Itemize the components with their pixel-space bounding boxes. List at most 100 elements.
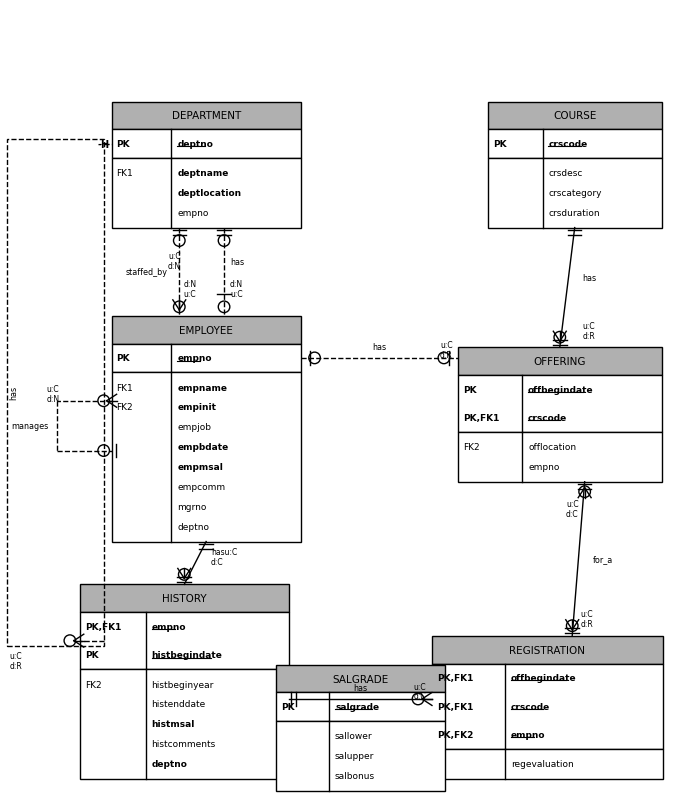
Text: empbdate: empbdate [177,443,228,452]
Text: d:N: d:N [46,395,59,403]
Bar [432,664,663,749]
Text: has: has [230,258,244,267]
Bar [112,344,301,373]
Text: FK1: FK1 [117,383,133,392]
Text: PK: PK [281,703,295,711]
Text: d:N: d:N [168,261,181,270]
Text: -H: -H [97,140,110,149]
Text: crsduration: crsduration [549,209,600,218]
Text: FK1: FK1 [117,169,133,178]
Bar [488,130,662,159]
Text: offbegindate: offbegindate [528,385,593,395]
Text: has: has [372,342,386,351]
Text: u:C: u:C [413,682,426,691]
Text: PK,FK1: PK,FK1 [85,622,121,631]
Bar [112,130,301,159]
Text: u:C: u:C [580,610,593,618]
Text: has: has [9,386,18,399]
Text: u:C: u:C [184,290,196,299]
Text: PK: PK [463,385,476,395]
Text: has: has [582,273,597,282]
Text: sallower: sallower [335,731,373,740]
Text: PK: PK [117,354,130,363]
Text: u:C: u:C [440,341,453,350]
Text: PK: PK [117,140,130,149]
Text: crscategory: crscategory [549,189,602,198]
Text: PK: PK [85,650,99,659]
Text: offbegindate: offbegindate [511,674,576,683]
Text: PK: PK [493,140,506,149]
Bar [458,348,662,375]
Text: deptname: deptname [177,169,228,178]
Text: PK,FK1: PK,FK1 [437,702,473,711]
Text: FK2: FK2 [85,679,101,689]
Text: HISTORY: HISTORY [162,593,206,604]
Text: d:R: d:R [440,351,453,360]
Text: empno: empno [177,209,208,218]
Text: u:C: u:C [582,322,595,330]
Bar [432,749,663,779]
Text: d:C: d:C [413,691,426,701]
Bar [80,613,288,669]
Text: deptno: deptno [152,759,188,768]
Text: empno: empno [511,730,545,739]
Text: empcomm: empcomm [177,483,225,492]
Text: staffed_by: staffed_by [126,268,168,277]
Bar [488,103,662,130]
Text: hasu:C: hasu:C [211,547,237,557]
Bar [80,669,288,779]
Text: d:R: d:R [582,331,595,340]
Text: d:N: d:N [230,280,243,289]
Text: histbeginyear: histbeginyear [152,679,214,689]
Bar [488,159,662,229]
Text: COURSE: COURSE [553,111,596,121]
Text: u:C: u:C [230,290,243,299]
Text: histcomments: histcomments [152,739,216,748]
Bar [112,159,301,229]
Text: salgrade: salgrade [335,703,379,711]
Text: d:R: d:R [9,662,22,670]
Text: d:R: d:R [580,619,593,629]
Text: empjob: empjob [177,423,211,431]
Text: OFFERING: OFFERING [533,357,586,367]
Bar [276,693,445,721]
Text: mgrno: mgrno [177,503,206,512]
Bar [112,317,301,344]
Text: SALGRADE: SALGRADE [332,674,388,683]
Text: for_a: for_a [593,554,613,564]
Bar [458,432,662,482]
Text: deptno: deptno [177,140,213,149]
Text: empno: empno [177,354,212,363]
Text: histbegindate: histbegindate [152,650,222,659]
Text: regevaluation: regevaluation [511,759,573,768]
Text: empname: empname [177,383,227,392]
Text: crscode: crscode [528,414,567,423]
Text: u:C: u:C [168,252,181,261]
Bar [276,665,445,693]
Text: d:N: d:N [184,280,197,289]
Text: PK,FK1: PK,FK1 [437,674,473,683]
Bar [112,373,301,542]
Text: u:C: u:C [9,651,22,660]
Text: u:C: u:C [566,500,579,508]
Bar [112,103,301,130]
Text: empno: empno [152,622,186,631]
Text: deptlocation: deptlocation [177,189,242,198]
Bar [276,721,445,791]
Text: empno: empno [528,463,560,472]
Text: REGISTRATION: REGISTRATION [509,645,585,654]
Text: d:C: d:C [566,509,579,518]
Text: histenddate: histenddate [152,699,206,708]
Text: salbonus: salbonus [335,772,375,780]
Text: deptno: deptno [177,522,209,532]
Text: offlocation: offlocation [528,443,576,452]
Text: d:C: d:C [211,557,224,566]
Text: PK,FK1: PK,FK1 [463,414,499,423]
Text: has: has [353,683,367,692]
Text: u:C: u:C [47,385,59,394]
Bar [7,140,104,646]
Text: crscode: crscode [549,140,588,149]
Text: salupper: salupper [335,751,375,760]
Text: FK2: FK2 [117,403,133,412]
Bar [432,636,663,664]
